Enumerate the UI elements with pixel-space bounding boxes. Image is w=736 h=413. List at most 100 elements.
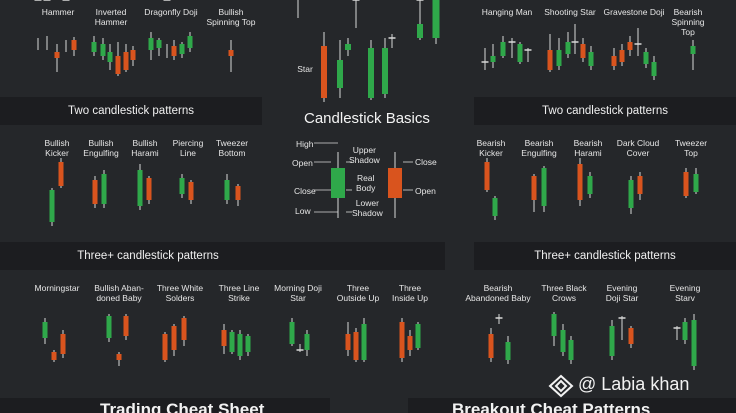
candle-bear-10 bbox=[130, 46, 136, 66]
section-title-two-right: Two candlestick patterns bbox=[542, 105, 668, 117]
label-bearish-engulfing: Bearish Engulfing bbox=[521, 138, 557, 158]
candle-bear-86 bbox=[399, 318, 405, 362]
candle-bull-53 bbox=[179, 174, 185, 198]
candle-bull-94 bbox=[568, 336, 574, 364]
label-bullish-harami: Bullish Harami bbox=[131, 138, 159, 158]
candle-bull-100 bbox=[691, 314, 697, 370]
label-three-white-soldiers: Three White Solders bbox=[156, 283, 204, 303]
label-three-black-crows: Three Black Crows bbox=[541, 283, 587, 303]
label-three-inside-up: Three Inside Up bbox=[392, 283, 428, 303]
candle-bull-50 bbox=[101, 170, 107, 208]
candle-bull-19 bbox=[337, 40, 343, 98]
candle-bear-57 bbox=[484, 158, 490, 192]
candle-bull-95 bbox=[609, 320, 615, 360]
candle-bull-51 bbox=[137, 164, 143, 210]
candle-bull-62 bbox=[587, 172, 593, 198]
candle-bull-20 bbox=[345, 38, 351, 56]
bottom-right-title: Breakout Cheat Patterns bbox=[452, 400, 651, 413]
bottom-left-title: Trading Cheat Sheet bbox=[100, 400, 265, 413]
candle-bear-2 bbox=[54, 44, 60, 72]
diagram-label-lower-shadow: Lower Shadow bbox=[352, 198, 383, 218]
candle-bear-8 bbox=[115, 42, 121, 76]
candle-doji-1 bbox=[43, 0, 51, 50]
diagram-label-open: Open bbox=[292, 158, 313, 168]
candle-bull-88 bbox=[415, 322, 421, 350]
candle-doji-98 bbox=[673, 326, 681, 340]
page-title: Candlestick Basics bbox=[304, 110, 430, 127]
candle-doji-90 bbox=[495, 314, 503, 324]
bottom-band-left bbox=[0, 398, 330, 413]
candle-bull-93 bbox=[560, 324, 566, 356]
candle-bear-65 bbox=[683, 168, 689, 198]
candle-bull-82 bbox=[304, 330, 310, 356]
candle-bull-85 bbox=[361, 318, 367, 362]
candle-bull-67 bbox=[42, 318, 48, 344]
label-tweezer-bottom: Tweezer Bottom bbox=[215, 138, 249, 158]
candle-doji-28 bbox=[481, 48, 489, 70]
candle-bull-70 bbox=[106, 314, 112, 342]
candle-bull-22 bbox=[368, 40, 374, 100]
watermark-text: @ Labia khan bbox=[578, 374, 690, 394]
label-evening-doji-star: Evening Doji Star bbox=[605, 283, 639, 303]
candle-bull-12 bbox=[156, 38, 162, 56]
label-bearish-kicker: Bearish Kicker bbox=[476, 138, 506, 158]
candle-bull-63 bbox=[628, 176, 634, 214]
diagram-label-low: Low bbox=[295, 206, 311, 216]
candle-doji-37 bbox=[571, 24, 579, 54]
candle-bear-54 bbox=[188, 180, 194, 204]
candle-bull-60 bbox=[541, 166, 547, 212]
candle-bull-36 bbox=[565, 32, 571, 58]
section-title-three-right: Three+ candlestick patterns bbox=[534, 250, 676, 262]
candle-bull-92 bbox=[551, 312, 557, 346]
diagram-label-real-body: Real Body bbox=[356, 173, 376, 193]
candle-bull-79 bbox=[245, 334, 251, 356]
candle-bear-71 bbox=[116, 352, 122, 366]
section-band-two-left bbox=[0, 97, 262, 125]
candle-bear-38 bbox=[580, 38, 586, 62]
label-bearish-abandoned-baby: Bearish Abandoned Baby bbox=[465, 283, 531, 303]
candle-bull-47 bbox=[49, 188, 55, 226]
section-band-two-right bbox=[474, 97, 736, 125]
candle-bear-40 bbox=[611, 48, 617, 70]
candle-bear-41 bbox=[619, 44, 625, 66]
candle-doji-31 bbox=[508, 38, 516, 58]
candle-bear-59 bbox=[531, 174, 537, 212]
diagram-label-upper-shadow: Upper Shadow bbox=[349, 145, 380, 165]
candle-doji-33 bbox=[524, 48, 532, 62]
candle-bear-68 bbox=[51, 350, 57, 362]
label-three-line-strike: Three Line Strike bbox=[218, 283, 260, 303]
candle-doji-0 bbox=[34, 0, 42, 50]
candle-bear-34 bbox=[547, 34, 553, 72]
candle-bear-102 bbox=[388, 152, 402, 218]
candle-bear-17 bbox=[228, 40, 234, 72]
bottom-band-right bbox=[408, 398, 736, 413]
candle-bull-58 bbox=[492, 196, 498, 220]
label-dark-cloud-cover: Dark Cloud Cover bbox=[616, 138, 660, 158]
diagram-label-high: High bbox=[296, 139, 314, 149]
label-shooting-star: Shooting Star bbox=[544, 7, 596, 17]
candle-bear-84 bbox=[353, 328, 359, 362]
candle-doji-21 bbox=[352, 0, 360, 28]
label-morningstar: Morningstar bbox=[34, 283, 80, 293]
candle-bull-99 bbox=[682, 318, 688, 344]
candle-bull-80 bbox=[289, 318, 295, 346]
candle-bull-66 bbox=[693, 168, 699, 194]
section-title-two-left: Two candlestick patterns bbox=[68, 105, 194, 117]
candle-bull-55 bbox=[224, 174, 230, 204]
candle-bear-74 bbox=[171, 324, 177, 356]
candle-bear-61 bbox=[577, 158, 583, 206]
label-bullish-abandoned-baby: Bullish Aban- doned Baby bbox=[94, 283, 144, 303]
label-three-outside-up: Three Outside Up bbox=[336, 283, 380, 303]
candle-bull-30 bbox=[500, 36, 506, 58]
candle-bear-89 bbox=[488, 328, 494, 362]
candle-bear-56 bbox=[235, 184, 241, 206]
label-evening-star: Evening Starv bbox=[669, 283, 701, 303]
candle-bull-45 bbox=[651, 56, 657, 80]
candle-bear-9 bbox=[123, 44, 129, 72]
candle-bear-18 bbox=[321, 32, 327, 102]
candle-bull-26 bbox=[432, 0, 440, 44]
label-bullish-kicker: Bullish Kicker bbox=[44, 138, 70, 158]
section-band-three-left bbox=[0, 242, 445, 270]
label-gravestone-doji: Gravestone Doji bbox=[603, 7, 665, 17]
candle-bull-11 bbox=[148, 32, 154, 60]
